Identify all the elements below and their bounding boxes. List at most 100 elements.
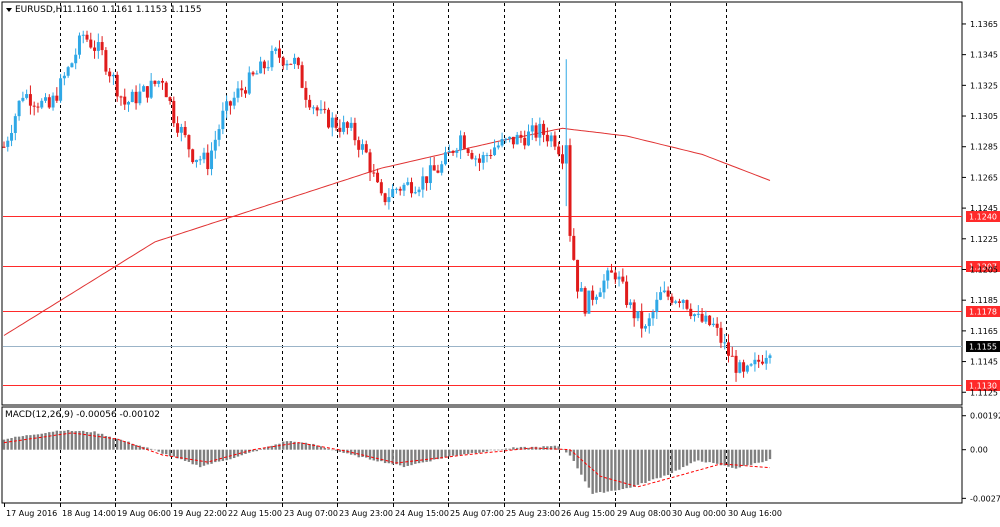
candle-body [598, 292, 602, 297]
candle-body [704, 315, 708, 322]
macd-histogram-bar [451, 449, 455, 456]
macd-histogram-bar [146, 447, 149, 450]
macd-tick-label: 0.00 [970, 446, 988, 455]
macd-histogram-bar [742, 449, 745, 466]
candle-body [123, 96, 127, 105]
macd-histogram-bar [591, 449, 594, 494]
macd-histogram-bar [44, 433, 47, 450]
macd-histogram-bar [704, 449, 708, 463]
candle-body [330, 117, 334, 128]
macd-histogram-bar [131, 443, 134, 450]
candle-body [455, 150, 459, 153]
macd-histogram-bar [112, 438, 115, 450]
candle-body [345, 122, 349, 128]
macd-histogram-bar [82, 430, 85, 450]
candle-body [557, 146, 561, 155]
candle-body [493, 147, 497, 156]
macd-histogram-bar [376, 449, 379, 462]
macd-histogram-bar [236, 449, 240, 457]
price-tick-label: 1.1165 [970, 327, 998, 336]
candle-body [134, 91, 138, 104]
candle-body [542, 123, 546, 135]
candle-body [13, 116, 17, 133]
macd-histogram-bar [448, 449, 451, 457]
macd-histogram-bar [48, 432, 51, 450]
candle-body [572, 235, 576, 260]
macd-histogram-bar [55, 430, 59, 450]
candle-body [379, 182, 383, 194]
candle-body [85, 34, 89, 40]
candle-body [142, 86, 146, 92]
macd-histogram-bar [500, 449, 504, 450]
candle-body [164, 82, 168, 98]
macd-histogram-bar [663, 449, 666, 476]
macd-histogram-bar [425, 449, 428, 462]
candle-body [36, 106, 40, 108]
candle-body [44, 97, 48, 101]
time-tick-label: 23 Aug 23:00 [339, 509, 393, 518]
candle-body [451, 151, 455, 153]
candle-body [327, 109, 331, 128]
macd-histogram-bar [214, 449, 217, 463]
candle-body [308, 99, 312, 108]
macd-histogram-bar [391, 449, 394, 465]
candle-body [160, 80, 164, 83]
macd-histogram-bar [327, 448, 330, 450]
macd-histogram-bar [723, 449, 726, 466]
current-price-label: 1.1155 [969, 343, 997, 352]
macd-histogram-bar [14, 436, 17, 450]
candle-body [100, 42, 104, 51]
candle-body [59, 78, 63, 101]
candle-body [194, 159, 198, 163]
candle-body [357, 140, 361, 150]
candle-body [96, 42, 100, 51]
macd-histogram-bar [338, 449, 342, 452]
macd-histogram-bar [176, 449, 179, 459]
time-tick-label: 25 Aug 23:00 [506, 509, 560, 518]
level-badge-label: 1.1207 [969, 263, 997, 272]
candle-body [666, 290, 670, 297]
candle-body [168, 97, 172, 101]
candle-body [425, 176, 429, 184]
macd-histogram-bar [414, 449, 417, 464]
candle-body [730, 355, 734, 357]
macd-histogram-bar [489, 449, 492, 451]
macd-histogram-bar [342, 449, 345, 453]
macd-histogram-bar [765, 449, 768, 461]
candle-body [296, 57, 300, 66]
macd-histogram-bar [549, 446, 553, 450]
macd-histogram-bar [21, 436, 25, 450]
macd-histogram-bar [270, 445, 274, 450]
macd-histogram-bar [138, 445, 142, 450]
time-tick-label: 24 Aug 15:00 [395, 509, 449, 518]
macd-histogram-bar [421, 449, 425, 463]
candle-body [228, 101, 232, 106]
moving-average-line [3, 127, 771, 336]
macd-histogram-bar [51, 431, 55, 450]
candle-body [247, 72, 251, 94]
macd-histogram-bar [183, 449, 187, 461]
macd-histogram-bar [323, 447, 326, 450]
dropdown-arrow-icon[interactable] [6, 8, 12, 12]
macd-histogram-bar [444, 449, 447, 458]
macd-histogram-bar [700, 449, 704, 462]
candle-body [115, 74, 119, 97]
candle-body [108, 71, 112, 77]
macd-histogram-bar [297, 442, 300, 450]
horizontal-levels: 1.1240 1.1207 1.1178 1.1130 1.1155 [3, 211, 1000, 391]
macd-histogram-bar [383, 449, 387, 464]
candle-body [549, 135, 553, 142]
candle-body [417, 189, 421, 193]
macd-histogram-bar [206, 449, 209, 465]
candle-body [338, 127, 342, 132]
time-tick-label: 25 Aug 07:00 [450, 509, 504, 518]
macd-histogram-bar [165, 449, 168, 455]
macd-histogram-bar [761, 449, 764, 463]
candle-body [677, 301, 681, 303]
candle-body [489, 155, 493, 157]
macd-histogram-bar [595, 449, 598, 493]
macd-histogram-bar [666, 449, 670, 475]
macd-histogram-bar [753, 449, 757, 464]
